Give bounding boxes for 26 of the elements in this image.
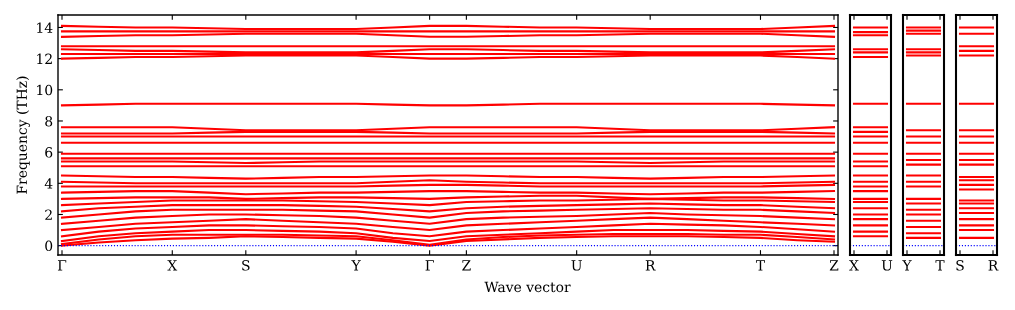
x-tick-label: R — [645, 260, 656, 271]
y-tick-label: 12 — [37, 53, 52, 64]
x-tick-label: Y — [351, 260, 361, 271]
y-tick-label: 0 — [45, 240, 53, 252]
y-tick-label: 2 — [45, 209, 52, 220]
y-tick-label: 8 — [45, 115, 53, 127]
x-tick-label: U — [571, 260, 582, 271]
x-tick-label: Γ — [57, 260, 67, 271]
x-tick-label: Z — [462, 260, 471, 271]
x-tick-label: U — [881, 260, 893, 271]
x-tick-label: Z — [829, 260, 839, 271]
x-axis-title: Wave vector — [484, 281, 571, 293]
x-tick-label: R — [988, 260, 999, 271]
y-tick-label: 14 — [37, 22, 53, 33]
y-axis-title: Frequency (THz) — [16, 76, 30, 194]
y-tick-label: 4 — [44, 178, 53, 189]
x-tick-label: X — [849, 260, 859, 271]
x-tick-label: T — [935, 260, 945, 271]
x-tick-label: S — [242, 260, 250, 271]
x-tick-label: Γ — [425, 260, 434, 271]
x-tick-label: X — [167, 260, 178, 271]
x-tick-label: S — [956, 260, 964, 271]
x-tick-label: T — [755, 260, 765, 271]
x-tick-label: Y — [902, 260, 912, 271]
y-tick-label: 6 — [45, 147, 53, 158]
y-tick-label: 10 — [37, 84, 53, 96]
